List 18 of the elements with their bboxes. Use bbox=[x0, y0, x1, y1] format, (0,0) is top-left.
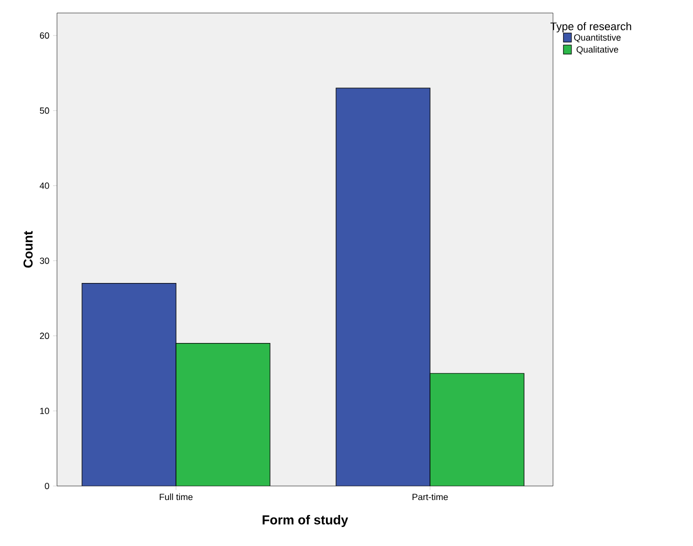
y-tick-label: 40 bbox=[40, 182, 50, 189]
legend-title: Type of research bbox=[550, 22, 632, 32]
x-tick-label: Full time bbox=[160, 494, 193, 500]
y-tick-label: 60 bbox=[40, 32, 50, 39]
y-tick-label: 20 bbox=[40, 332, 50, 340]
x-axis-title: Form of study bbox=[262, 514, 348, 528]
y-axis-title: Count bbox=[23, 230, 33, 268]
y-tick-label: 30 bbox=[40, 258, 50, 264]
bar bbox=[82, 282, 176, 486]
y-tick-label: 0 bbox=[44, 482, 50, 490]
bar bbox=[176, 343, 270, 486]
bar bbox=[336, 88, 430, 486]
y-tick-label: 50 bbox=[40, 107, 50, 114]
legend-label: Qualitative bbox=[576, 46, 618, 54]
y-tick-label: 10 bbox=[40, 408, 50, 414]
bar bbox=[430, 373, 524, 486]
x-tick-label: Part-time bbox=[412, 494, 448, 500]
legend-label: Quantitstive bbox=[574, 34, 621, 42]
